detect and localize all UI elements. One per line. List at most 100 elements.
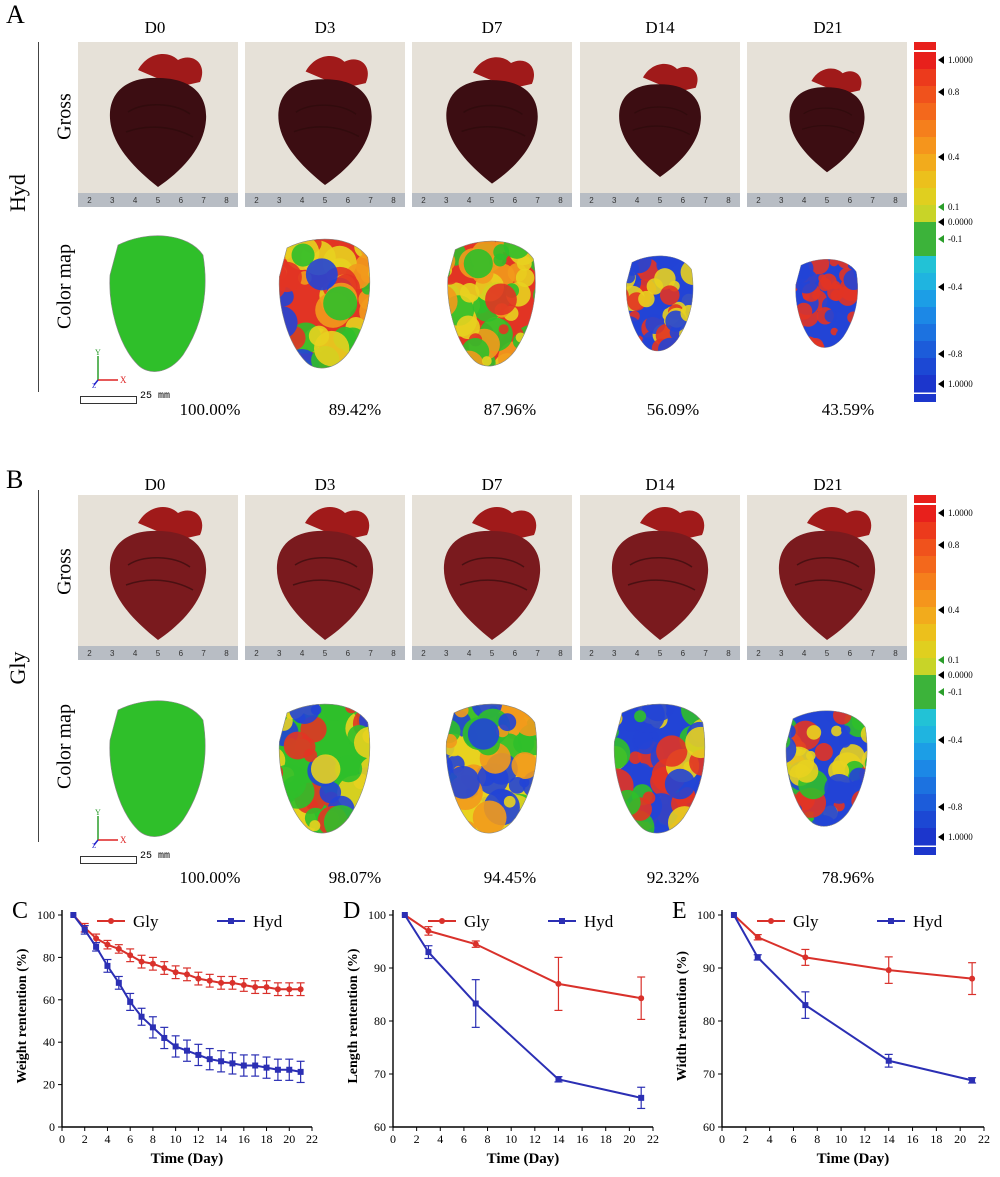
color-band	[914, 641, 936, 659]
x-tick-label: 0	[59, 1132, 65, 1146]
heart-image	[778, 507, 876, 640]
series-line-hyd	[403, 914, 642, 1099]
retention-percent: 100.00%	[179, 868, 241, 887]
deformation-color-map	[785, 710, 868, 827]
day-label: D14	[645, 18, 675, 37]
data-point	[286, 1066, 293, 1073]
color-scale-tick-label: 1.0000	[948, 508, 973, 518]
gross-photo: 2 3 4 5 6 7 8	[245, 42, 405, 207]
x-tick-label: 4	[767, 1132, 773, 1146]
ruler-mark: 6	[680, 648, 686, 658]
color-scale-tick-label: 0.0000	[948, 217, 973, 227]
ruler-mark: 4	[466, 648, 472, 658]
ruler-mark: 8	[726, 195, 731, 205]
data-point	[149, 960, 156, 967]
x-tick-label: 0	[390, 1132, 396, 1146]
x-tick-label: 10	[505, 1132, 517, 1146]
ruler-mark: 8	[391, 195, 396, 205]
ruler-mark: 5	[322, 648, 328, 658]
color-scale-tick-label: 0.1	[948, 655, 959, 665]
color-band	[914, 358, 936, 376]
data-point	[252, 984, 259, 991]
panel-letter: C	[12, 898, 28, 924]
data-point	[195, 1051, 202, 1058]
x-tick-label: 4	[104, 1132, 110, 1146]
x-tick-label: 12	[192, 1132, 204, 1146]
data-point	[730, 912, 737, 918]
axis-triad-z-label: Z	[92, 842, 96, 848]
x-tick-label: 16	[238, 1132, 250, 1146]
ruler-mark: 4	[634, 648, 640, 658]
legend-marker	[559, 918, 565, 924]
color-band	[914, 624, 936, 642]
data-point	[206, 1056, 213, 1063]
gross-photo: 2 3 4 5 6 7 8	[245, 495, 405, 660]
x-tick-label: 18	[261, 1132, 273, 1146]
color-band	[914, 590, 936, 608]
color-band	[914, 709, 936, 727]
y-tick-label: 100	[37, 908, 55, 922]
ruler-mark: 2	[87, 648, 92, 658]
retention-percent: 78.96%	[821, 868, 875, 887]
color-band	[914, 743, 936, 761]
x-tick-label: 22	[978, 1132, 990, 1146]
y-tick-label: 80	[703, 1014, 715, 1028]
y-tick-label: 70	[374, 1067, 386, 1081]
heart-image	[109, 54, 207, 187]
gross-photo: 2 3 4 5 6 7 8	[78, 495, 238, 660]
ruler-mark: 5	[489, 195, 495, 205]
x-tick-label: 12	[529, 1132, 541, 1146]
x-tick-label: 16	[576, 1132, 588, 1146]
data-point	[93, 935, 100, 942]
heart-image	[278, 55, 372, 185]
color-band	[914, 658, 936, 676]
legend-label: Hyd	[913, 912, 943, 931]
ruler-mark: 7	[201, 195, 206, 205]
ruler-mark: 5	[824, 648, 830, 658]
data-point	[472, 1000, 479, 1007]
y-tick-label: 20	[43, 1078, 55, 1092]
data-point	[274, 986, 281, 993]
ruler-mark: 8	[391, 648, 396, 658]
color-scale-tick-label: 1.0000	[948, 832, 973, 842]
deformation-color-map	[109, 700, 206, 837]
legend-label: Gly	[793, 912, 819, 931]
y-tick-label: 70	[703, 1067, 715, 1081]
ruler-mark: 7	[368, 195, 373, 205]
deformation-color-map	[278, 238, 371, 369]
panel-letter-b: B	[6, 465, 24, 494]
ruler: 2 3 4 5 6 7 8	[412, 193, 572, 207]
data-point	[229, 979, 236, 986]
ruler-mark: 8	[726, 648, 731, 658]
row-label-colormap-b: Color map	[53, 704, 76, 789]
ruler-mark: 3	[612, 648, 617, 658]
ruler-mark: 8	[558, 195, 563, 205]
x-tick-label: 8	[150, 1132, 156, 1146]
heart-image	[443, 507, 541, 640]
x-tick-label: 20	[954, 1132, 966, 1146]
x-tick-label: 20	[623, 1132, 635, 1146]
row-label-gross-a: Gross	[53, 93, 76, 140]
ruler-mark: 7	[368, 648, 373, 658]
group-divider-b	[38, 490, 39, 842]
day-label: D21	[813, 18, 843, 37]
ruler-mark: 6	[345, 648, 351, 658]
data-point	[885, 967, 892, 974]
color-band	[914, 607, 936, 625]
ruler-mark: 8	[893, 648, 898, 658]
ruler-mark: 6	[178, 195, 184, 205]
data-point	[70, 912, 77, 918]
data-point	[115, 945, 122, 952]
x-tick-label: 16	[907, 1132, 919, 1146]
ruler-mark: 5	[155, 195, 161, 205]
retention-percent: 87.96%	[483, 400, 537, 419]
color-band	[914, 239, 936, 257]
color-band	[914, 222, 936, 240]
legend-marker	[108, 918, 114, 924]
data-point	[802, 954, 809, 961]
data-point	[161, 1034, 168, 1041]
gross-photo: 2 3 4 5 6 7 8	[747, 495, 907, 660]
data-point	[161, 965, 168, 971]
y-axis-label: Length rentention (%)	[346, 948, 361, 1083]
data-point	[184, 1047, 190, 1054]
